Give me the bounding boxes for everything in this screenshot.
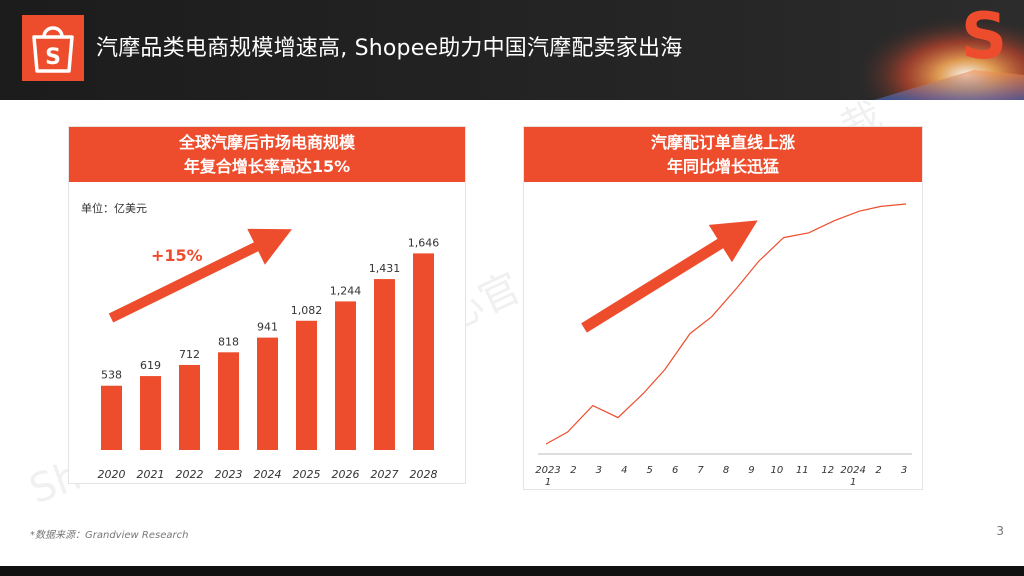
x-tick-label: 2024	[840, 465, 865, 476]
bar	[413, 253, 434, 450]
bar-value-label: 941	[257, 321, 278, 334]
svg-text:S: S	[45, 45, 61, 70]
header-decoration: S	[834, 0, 1024, 100]
bar	[218, 352, 239, 450]
market-size-panel: 全球汽摩后市场电商规模 年复合增长率高达15% 单位：亿美元 +15% 538 2…	[68, 126, 466, 484]
bar-value-label: 712	[179, 348, 200, 361]
x-tick-label: 2	[875, 465, 881, 476]
footer-bar	[0, 566, 1024, 576]
x-tick-label: 4	[621, 465, 627, 476]
order-growth-panel: 汽摩配订单直线上涨 年同比增长迅猛 2023 1 2 3 4 5 6 7 8 9 10 11 12 202…	[523, 126, 923, 490]
header-banner: S 汽摩品类电商规模增速高, Shopee助力中国汽摩配卖家出海 S	[0, 0, 1024, 100]
market-size-panel-header: 全球汽摩后市场电商规模 年复合增长率高达15%	[69, 127, 465, 182]
order-growth-panel-header: 汽摩配订单直线上涨 年同比增长迅猛	[524, 127, 922, 182]
x-tick-label: 3	[596, 465, 602, 476]
x-tick-label: 9	[748, 465, 754, 476]
x-tick-label: 6	[672, 465, 678, 476]
shopee-logo: S	[22, 15, 84, 81]
shopee-bag-icon: S	[32, 26, 74, 73]
x-tick-label: 2	[570, 465, 576, 476]
x-tick-label: 2023	[215, 468, 243, 481]
bar	[296, 320, 317, 450]
x-tick-label: 8	[723, 465, 729, 476]
page-number: 3	[996, 524, 1004, 538]
bar	[335, 301, 356, 450]
x-tick-label: 7	[697, 465, 704, 476]
growth-arrow	[581, 220, 758, 333]
market-size-bar-chart: 单位：亿美元 +15% 538 2020 619 2021 712 2022 818 2023…	[81, 201, 440, 481]
data-source-note: *数据来源：Grandview Research	[30, 530, 189, 541]
bar	[101, 385, 122, 450]
bar-value-label: 1,431	[369, 262, 401, 275]
bar	[374, 279, 395, 450]
x-tick-label: 2022	[176, 468, 204, 481]
x-tick-label: 11	[796, 465, 809, 476]
panel-title-line2: 年同比增长迅猛	[666, 157, 779, 176]
x-tick-label: 2023	[535, 465, 560, 476]
bar	[179, 364, 200, 450]
bar	[257, 337, 278, 450]
x-tick-label: 10	[770, 465, 783, 476]
growth-label: +15%	[151, 246, 203, 265]
unit-label: 单位：亿美元	[81, 201, 147, 215]
bar-value-label: 1,244	[330, 284, 362, 297]
page-title: 汽摩品类电商规模增速高, Shopee助力中国汽摩配卖家出海	[96, 36, 683, 61]
x-tick-label: 5	[647, 465, 653, 476]
bar-value-label: 818	[218, 335, 239, 348]
x-tick-label: 2027	[371, 468, 399, 481]
series-line	[545, 203, 907, 445]
bar-value-label: 538	[101, 369, 122, 382]
x-tick-label: 2024	[254, 468, 282, 481]
bar-value-label: 1,082	[291, 304, 323, 317]
bar-value-label: 619	[140, 359, 161, 372]
panel-title-line1: 汽摩配订单直线上涨	[650, 133, 795, 152]
x-tick-label: 3	[901, 465, 907, 476]
x-tick-label: 2021	[137, 468, 165, 481]
panel-title-line1: 全球汽摩后市场电商规模	[178, 133, 355, 152]
x-tick-sublabel: 1	[545, 477, 551, 488]
shopee-s-icon: S	[961, 0, 1007, 74]
x-tick-label: 2028	[410, 468, 438, 481]
growth-arrow	[108, 228, 292, 323]
x-tick-label: 2025	[293, 468, 321, 481]
panel-title-line2: 年复合增长率高达15%	[183, 157, 351, 176]
x-tick-label: 12	[821, 465, 834, 476]
x-tick-label: 2026	[332, 468, 360, 481]
bar-value-label: 1,646	[408, 236, 440, 249]
x-tick-label: 2020	[98, 468, 126, 481]
x-tick-sublabel: 1	[850, 477, 856, 488]
bar	[140, 376, 161, 450]
